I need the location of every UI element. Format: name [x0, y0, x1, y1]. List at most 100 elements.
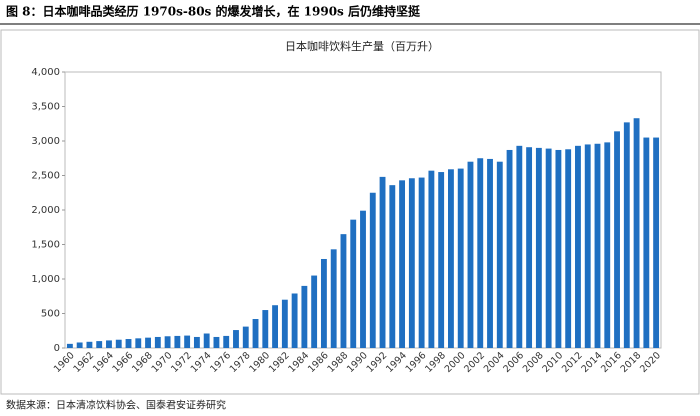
bar: [526, 147, 533, 348]
x-tick-label: 1976: [208, 350, 233, 375]
bar: [633, 118, 640, 348]
source: 数据来源：日本清凉饮料协会、国泰君安证券研究: [6, 399, 226, 412]
y-tick-label: 500: [41, 309, 60, 320]
bar: [66, 343, 73, 348]
chart-title: 日本咖啡饮料生产量（百万升）: [285, 39, 439, 53]
bar: [418, 177, 425, 348]
bar: [213, 336, 220, 348]
y-tick-label: 4,000: [31, 67, 60, 78]
bar: [291, 293, 298, 348]
bar: [545, 148, 552, 348]
bar: [340, 234, 347, 348]
x-tick-label: 2004: [482, 350, 507, 375]
bar: [135, 338, 142, 348]
x-tick-label: 2020: [638, 350, 663, 375]
bar: [115, 339, 122, 348]
bar: [428, 170, 435, 348]
y-tick-label: 3,000: [31, 136, 60, 147]
bar: [565, 149, 572, 348]
bar: [262, 310, 269, 348]
bar: [379, 176, 386, 348]
x-tick-label: 2014: [579, 350, 604, 375]
x-tick-label: 2000: [443, 350, 468, 375]
x-tick-label: 1974: [189, 350, 214, 375]
x-tick-label: 1978: [228, 350, 253, 375]
x-tick-label: 1986: [306, 350, 331, 375]
bar: [106, 340, 112, 348]
y-tick-label: 3,500: [31, 102, 60, 113]
x-tick-label: 1966: [111, 350, 136, 375]
bar: [369, 192, 376, 348]
bar: [203, 333, 210, 348]
bar: [399, 180, 406, 348]
bar: [389, 185, 396, 348]
x-tick-label: 1984: [286, 350, 311, 375]
x-tick-label: 2006: [501, 350, 526, 375]
bar: [653, 137, 660, 348]
bar: [555, 149, 562, 348]
bar: [154, 336, 161, 348]
bar: [164, 336, 171, 348]
x-tick-label: 1964: [91, 350, 116, 375]
bar: [301, 285, 308, 348]
x-tick-label: 1996: [404, 350, 429, 375]
bar: [643, 137, 650, 348]
bar: [408, 178, 415, 348]
x-tick-label: 1970: [150, 350, 175, 375]
x-tick-label: 2010: [540, 350, 565, 375]
bar: [477, 158, 484, 348]
bar: [594, 143, 601, 348]
bar: [584, 144, 591, 348]
y-tick-label: 1,500: [31, 240, 60, 251]
bar: [86, 341, 93, 348]
bar: [623, 122, 630, 349]
bar: [223, 335, 230, 348]
bar: [467, 161, 474, 348]
x-tick-label: 1994: [384, 350, 409, 375]
bar: [457, 168, 464, 348]
x-tick-label: 2016: [599, 350, 624, 375]
bar: [614, 131, 620, 348]
bar: [604, 142, 611, 348]
bar: [272, 305, 278, 348]
bar: [184, 335, 191, 348]
bar: [281, 299, 288, 348]
bar: [320, 258, 327, 348]
y-tick-label: 0: [54, 343, 60, 354]
x-tick-label: 1982: [267, 350, 292, 375]
bar: [311, 275, 318, 348]
bar: [96, 341, 103, 348]
y-tick-label: 1,000: [31, 274, 60, 285]
x-tick-label: 2008: [521, 350, 546, 375]
bar: [350, 219, 357, 348]
bar: [125, 339, 132, 348]
bar: [535, 147, 542, 348]
x-tick-label: 1968: [130, 350, 155, 375]
bar: [496, 161, 503, 348]
x-tick-label: 1992: [365, 350, 390, 375]
x-tick-label: 1990: [345, 350, 370, 375]
bar: [145, 337, 151, 348]
bar: [448, 169, 454, 348]
y-tick-label: 2,000: [31, 205, 60, 216]
bar: [242, 326, 249, 348]
x-tick-label: 1988: [325, 350, 350, 375]
x-tick-label: 1998: [423, 350, 448, 375]
x-tick-label: 2002: [462, 350, 487, 375]
bar: [233, 330, 239, 348]
bar: [252, 319, 259, 348]
x-tick-label: 1980: [247, 350, 272, 375]
x-tick-label: 2018: [619, 350, 644, 375]
chart-frame: [0, 29, 700, 395]
x-tick-label: 1972: [169, 350, 194, 375]
bar: [506, 149, 513, 348]
bar: [76, 342, 83, 348]
bar: [575, 145, 581, 348]
x-tick-label: 1962: [71, 350, 96, 375]
bar: [193, 336, 200, 348]
header: 图 8：日本咖啡品类经历 1970s-80s 的爆发增长，在 1990s 后仍维…: [6, 4, 421, 19]
x-tick-label: 2012: [560, 350, 585, 375]
bar: [516, 145, 523, 348]
